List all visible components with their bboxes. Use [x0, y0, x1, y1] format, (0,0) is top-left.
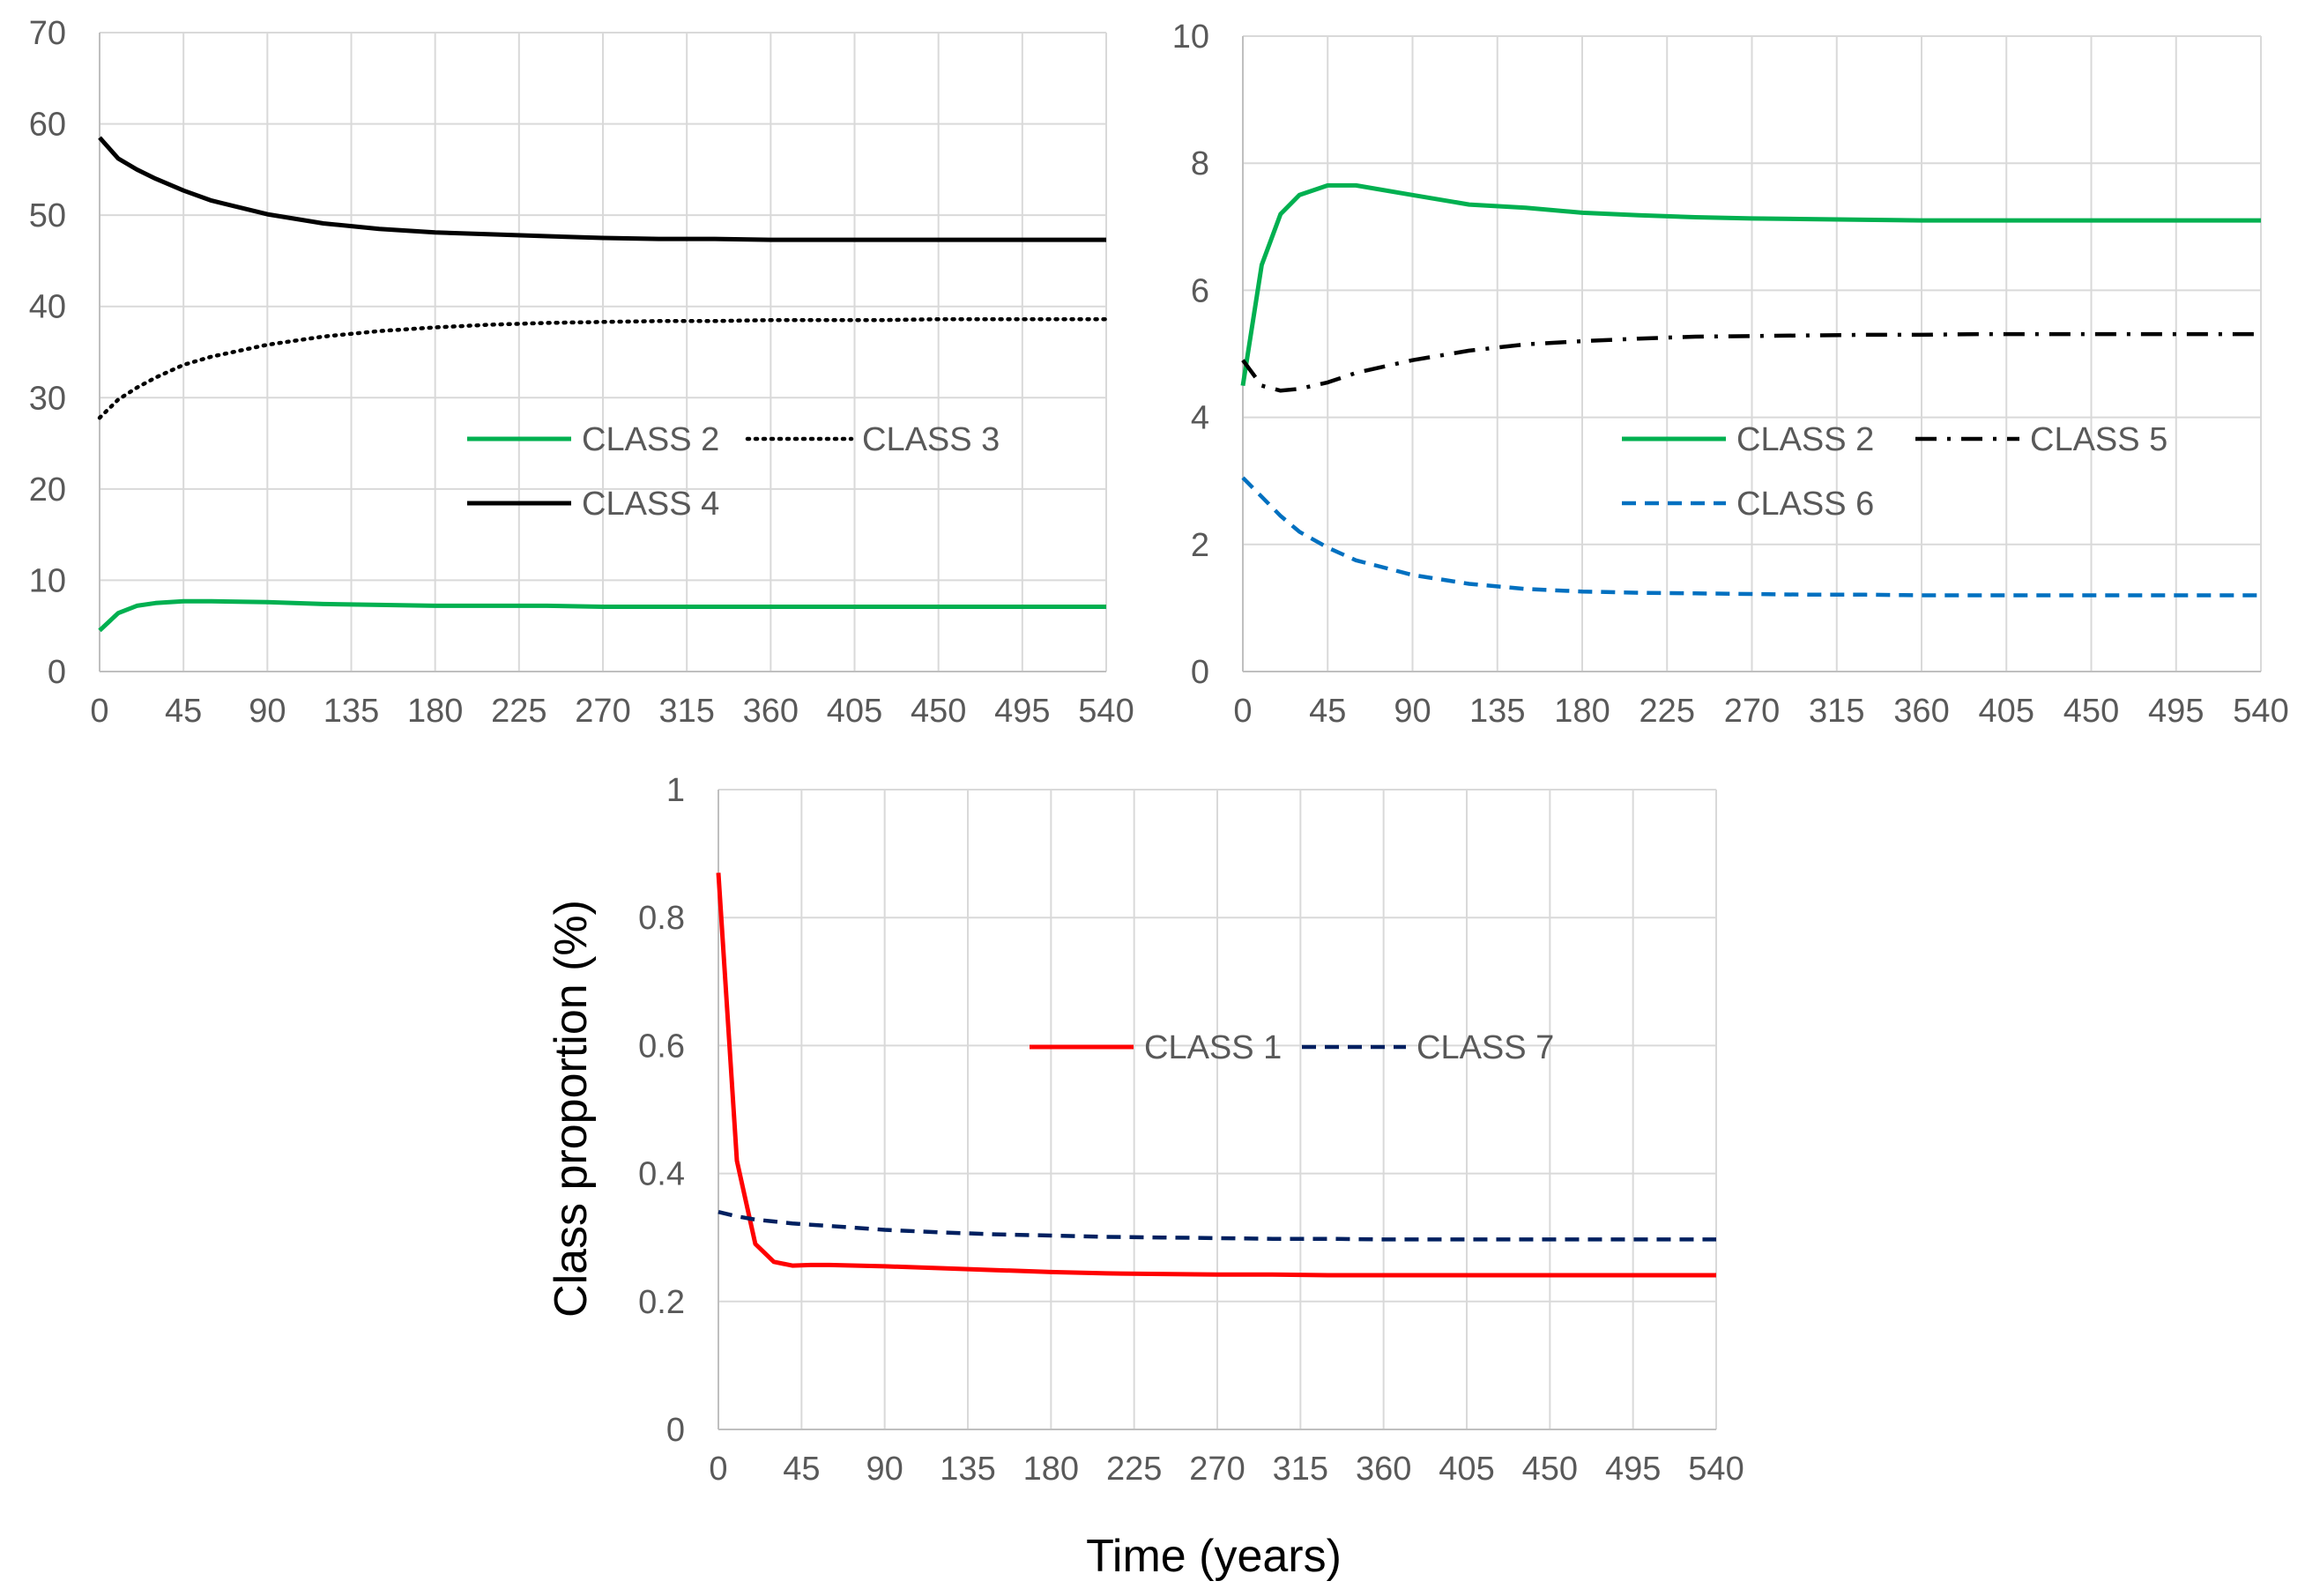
x-tick-label: 180 — [1023, 1451, 1079, 1488]
y-axis-title: Class proportion (%) — [546, 900, 597, 1318]
y-tick-label: 20 — [29, 471, 66, 508]
x-tick-label: 135 — [1469, 693, 1525, 730]
legend: CLASS 1 CLASS 7 — [1030, 1029, 1554, 1066]
x-tick-label: 405 — [1979, 693, 2034, 730]
legend-label: CLASS 4 — [582, 486, 719, 523]
x-tick-label: 225 — [491, 693, 547, 730]
legend-label: CLASS 6 — [1736, 486, 1874, 523]
legend-item: CLASS 1 — [1030, 1029, 1282, 1066]
x-tick-label: 405 — [827, 693, 882, 730]
legend-item: CLASS 5 — [1915, 421, 2167, 458]
x-tick-label: 360 — [1893, 693, 1949, 730]
x-tick-label: 450 — [1522, 1451, 1578, 1488]
chart-bottom-center: 0 0.2 0.4 0.6 0.8 1 0 45 90 135 180 225 270 315 360 405… — [638, 772, 1744, 1488]
x-tick-label: 180 — [1554, 693, 1610, 730]
y-tick-label: 60 — [29, 107, 66, 144]
y-tick-label: 8 — [1191, 145, 1209, 182]
x-tick-label: 135 — [323, 693, 379, 730]
x-tick-label: 495 — [994, 693, 1050, 730]
x-tick-label: 540 — [2233, 693, 2288, 730]
legend-label: CLASS 1 — [1144, 1029, 1282, 1066]
y-tick-label: 2 — [1191, 527, 1209, 564]
series-line-class-5 — [1241, 331, 2261, 393]
x-tick-label: 90 — [1394, 693, 1431, 730]
y-tick-label: 1 — [666, 772, 685, 809]
x-tick-label: 45 — [165, 693, 202, 730]
x-tick-label: 135 — [940, 1451, 995, 1488]
series-line-class-2 — [1240, 182, 2261, 386]
legend-item: CLASS 3 — [745, 421, 1000, 458]
series-line-class-6 — [1241, 476, 2261, 598]
x-tick-label: 90 — [866, 1451, 903, 1488]
x-tick-label: 450 — [911, 693, 966, 730]
legend-item: CLASS 6 — [1622, 486, 1874, 523]
y-tick-label: 0.8 — [638, 900, 685, 937]
legend: CLASS 2 CLASS 3 CLASS 4 — [467, 421, 1000, 523]
legend-item: CLASS 4 — [467, 486, 719, 523]
x-axis-title: Time (years) — [1086, 1531, 1342, 1582]
gridlines — [718, 789, 1717, 1430]
x-tick-label: 315 — [1809, 693, 1864, 730]
x-tick-label: 90 — [249, 693, 286, 730]
y-tick-label: 70 — [29, 15, 66, 52]
legend-label: CLASS 2 — [1736, 421, 1874, 458]
x-tick-label: 0 — [709, 1451, 727, 1488]
x-tick-label: 495 — [2148, 693, 2204, 730]
gridlines — [1242, 35, 2262, 672]
chart-top-left: 0 10 20 30 40 50 60 70 0 45 90 135 180 225 270 315 360 40… — [29, 15, 1134, 730]
y-tick-label: 0 — [1191, 654, 1209, 691]
x-tick-label: 540 — [1078, 693, 1134, 730]
y-tick-label: 4 — [1191, 400, 1209, 437]
legend-item: CLASS 7 — [1302, 1029, 1554, 1066]
y-tick-label: 0 — [48, 654, 66, 691]
x-tick-label: 360 — [1356, 1451, 1411, 1488]
x-tick-label: 0 — [90, 693, 108, 730]
x-tick-label: 540 — [1688, 1451, 1744, 1488]
x-tick-label: 0 — [1233, 693, 1252, 730]
y-tick-label: 40 — [29, 289, 66, 326]
y-tick-label: 6 — [1191, 272, 1209, 309]
x-tick-label: 45 — [783, 1451, 820, 1488]
y-tick-label: 0.4 — [638, 1156, 685, 1193]
y-tick-label: 0 — [666, 1412, 685, 1449]
y-tick-label: 0.2 — [638, 1284, 685, 1321]
legend-label: CLASS 2 — [582, 421, 719, 458]
x-tick-label: 360 — [743, 693, 799, 730]
x-tick-label: 450 — [2063, 693, 2119, 730]
y-tick-label: 10 — [29, 562, 66, 599]
y-tick-label: 30 — [29, 380, 66, 417]
series-line-class-4 — [98, 136, 1106, 242]
x-tick-label: 225 — [1640, 693, 1695, 730]
series-line-class-3 — [97, 316, 1109, 420]
x-tick-label: 270 — [575, 693, 630, 730]
x-tick-label: 315 — [658, 693, 714, 730]
legend-item: CLASS 2 — [467, 421, 719, 458]
gridlines — [99, 32, 1107, 672]
x-tick-label: 270 — [1724, 693, 1780, 730]
y-tick-label: 0.6 — [638, 1028, 685, 1065]
x-tick-label: 45 — [1309, 693, 1346, 730]
legend-item: CLASS 2 — [1622, 421, 1874, 458]
legend-label: CLASS 7 — [1416, 1029, 1554, 1066]
x-tick-label: 225 — [1106, 1451, 1162, 1488]
series-line-class-1 — [716, 872, 1716, 1278]
x-tick-label: 495 — [1605, 1451, 1661, 1488]
x-tick-label: 315 — [1273, 1451, 1328, 1488]
x-tick-label: 270 — [1189, 1451, 1245, 1488]
legend: CLASS 2 CLASS 5 CLASS 6 — [1622, 421, 2167, 523]
x-tick-label: 180 — [407, 693, 463, 730]
legend-label: CLASS 3 — [862, 421, 1000, 458]
y-tick-label: 10 — [1172, 19, 1209, 56]
series-line-class-2 — [98, 598, 1106, 633]
chart-top-right: 0 2 4 6 8 10 0 45 90 135 180 225 270 315 360 405 450 495 5… — [1172, 19, 2289, 730]
x-tick-label: 405 — [1439, 1451, 1494, 1488]
legend-label: CLASS 5 — [2030, 421, 2167, 458]
y-tick-label: 50 — [29, 197, 66, 234]
